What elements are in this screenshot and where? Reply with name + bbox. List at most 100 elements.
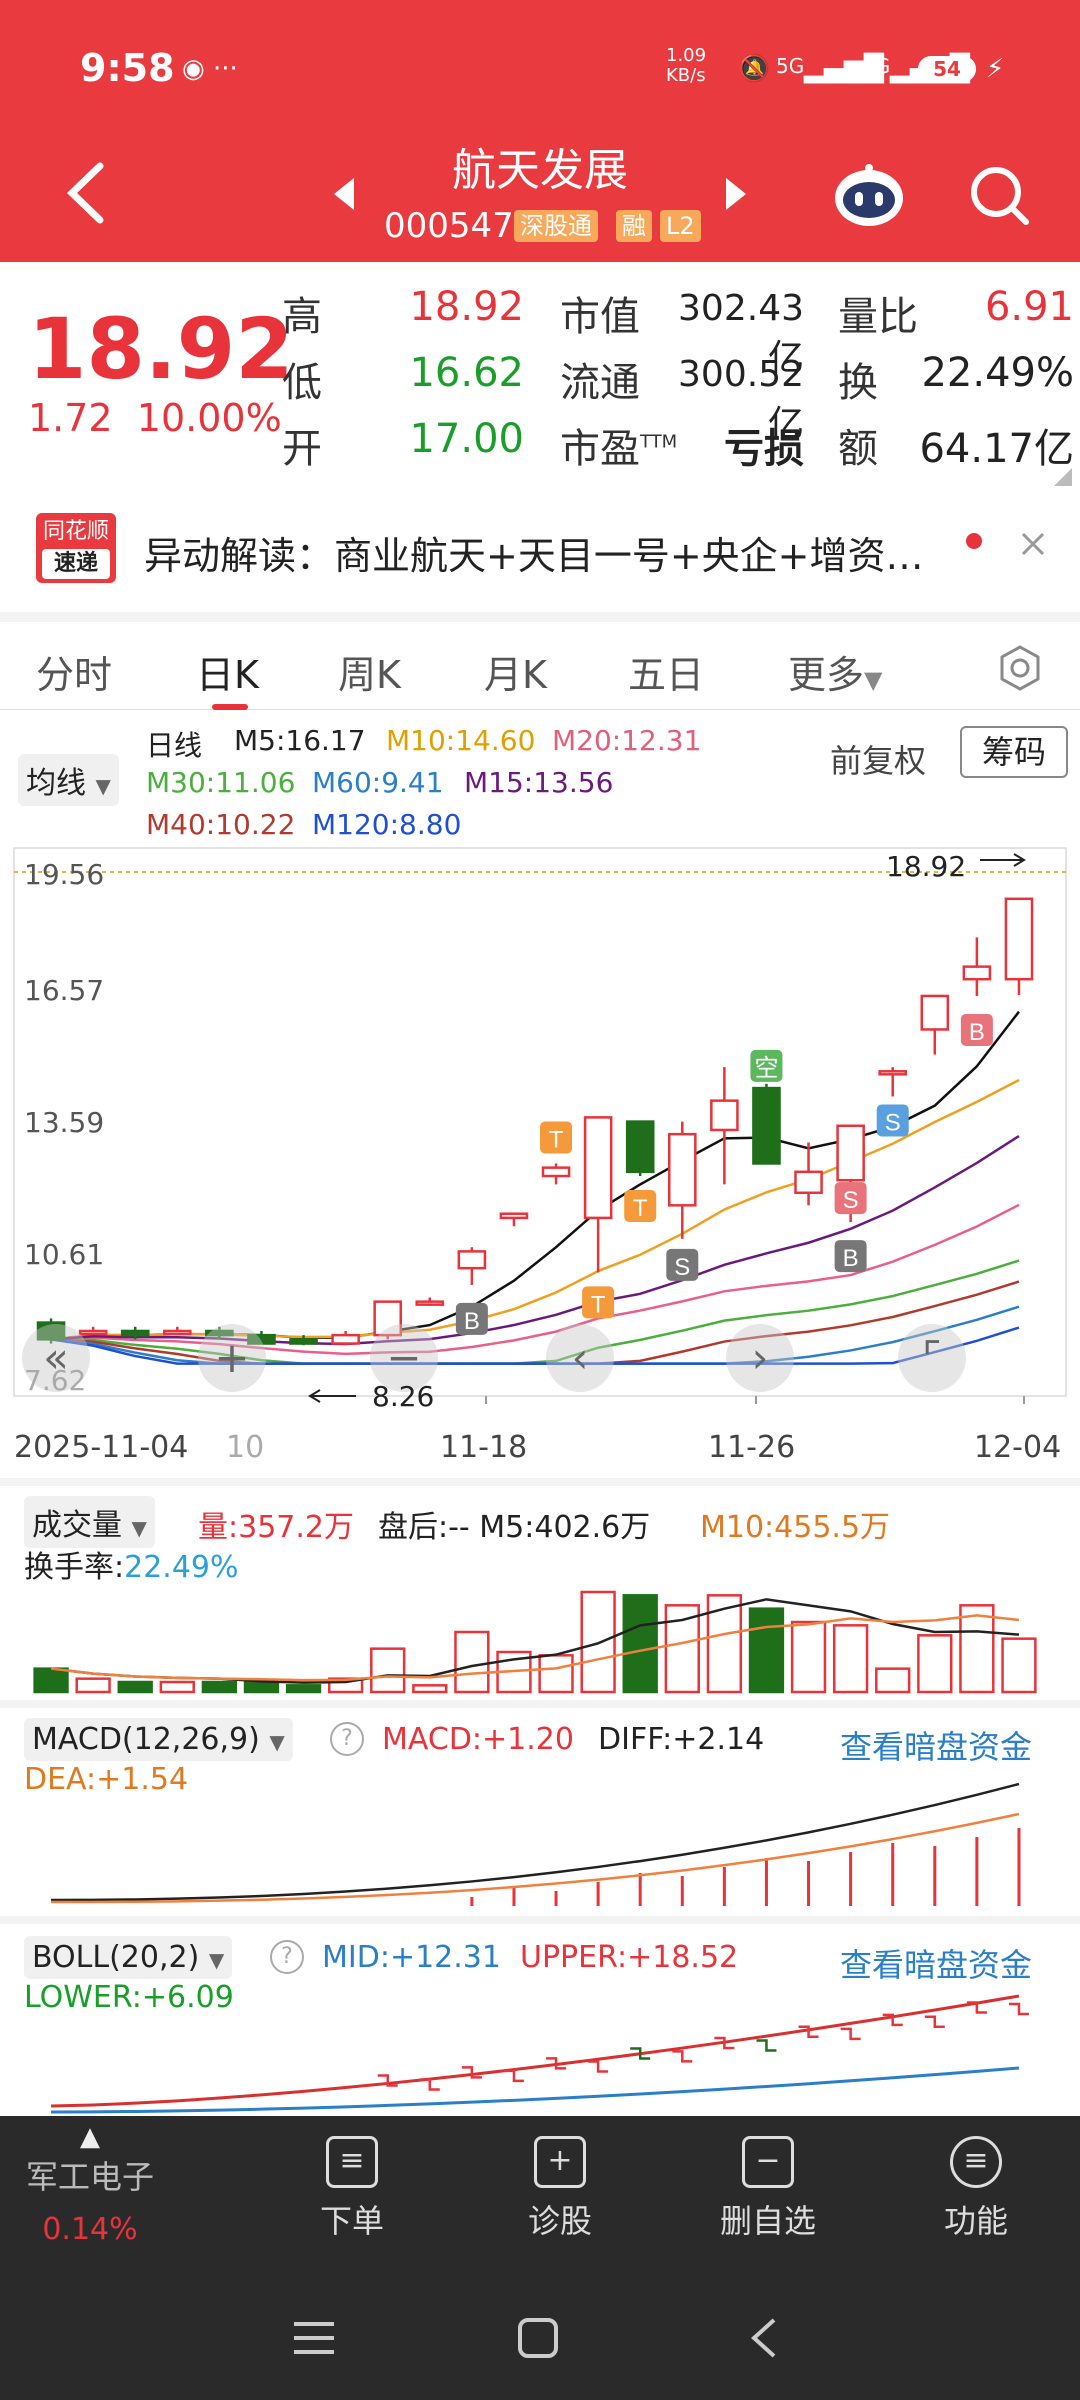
- pan-right-icon: [726, 1324, 794, 1392]
- dark-pool-link[interactable]: 查看暗盘资金: [840, 1728, 1033, 1766]
- float-label: 流通: [560, 360, 640, 406]
- pan-right-icon-glyph: ›: [752, 1333, 769, 1382]
- search-icon[interactable]: [968, 164, 1032, 228]
- volume-bar: [790, 1620, 827, 1694]
- volume-bar: [917, 1634, 953, 1694]
- signal-badge: [666, 1248, 699, 1281]
- candle: [36, 1321, 66, 1341]
- diff-line: [51, 1782, 1020, 1902]
- tab-monthly-k[interactable]: 月K: [484, 653, 547, 697]
- menu-icon[interactable]: [292, 2318, 336, 2358]
- divider: [0, 1478, 1080, 1486]
- boll-candle: [630, 2047, 651, 2060]
- high-label: 高: [282, 294, 322, 340]
- ma5-value: M5:16.17: [234, 724, 366, 757]
- ths-logo: 同花顺 速递: [36, 513, 116, 583]
- boll-candle: [966, 2001, 987, 2014]
- boll-candle: [882, 2013, 903, 2027]
- chips-button[interactable]: 筹码: [960, 726, 1068, 778]
- minus-control-icon-glyph: −: [386, 1333, 421, 1382]
- y-tick-3: 13.59: [24, 1106, 105, 1139]
- signal-label: T: [633, 1195, 648, 1222]
- signal-badge: [582, 1286, 615, 1319]
- system-nav-bar: [0, 2274, 1080, 2400]
- next-stock-icon[interactable]: [722, 174, 750, 214]
- signal-5g-2: 5G: [862, 54, 891, 78]
- home-icon[interactable]: [516, 2316, 560, 2360]
- ma30-value: M30:11.06: [146, 766, 296, 799]
- volume-selector[interactable]: 成交量 ▼: [24, 1496, 155, 1548]
- volume-bar: [159, 1680, 195, 1694]
- dea-value: DEA:+1.54: [24, 1762, 189, 1797]
- order-button[interactable]: ≡ 下单: [262, 2136, 442, 2242]
- tab-weekly-k[interactable]: 周K: [338, 653, 401, 697]
- boll-upper-line: [51, 1994, 1020, 2108]
- candle: [289, 1338, 318, 1345]
- candle: [962, 965, 992, 981]
- news-text[interactable]: 异动解读：商业航天+天目一号+央企+增资…: [144, 534, 924, 578]
- fullscreen-icon: [898, 1324, 966, 1392]
- minus-icon: −: [742, 2136, 794, 2188]
- boll-selector[interactable]: BOLL(20,2) ▼: [24, 1936, 233, 1979]
- adjust-selector[interactable]: 前复权: [830, 742, 927, 780]
- high-value: 18.92: [409, 284, 524, 330]
- expand-corner-icon[interactable]: [1054, 468, 1072, 486]
- sector-button[interactable]: ▲ 军工电子 0.14%: [25, 2122, 154, 2247]
- delete-watchlist-button[interactable]: − 删自选: [678, 2136, 858, 2242]
- macd-selector[interactable]: MACD(12,26,9) ▼: [24, 1718, 293, 1761]
- tab-intraday[interactable]: 分时: [36, 653, 113, 697]
- help-icon[interactable]: ?: [330, 1722, 364, 1756]
- pan-left-icon: [546, 1324, 614, 1392]
- ma5-line: [50, 1010, 1020, 1341]
- divider: [0, 1916, 1080, 1924]
- ma30-line: [51, 1259, 1020, 1365]
- settings-icon[interactable]: [996, 644, 1044, 692]
- news-banner[interactable]: 同花顺 速递 异动解读：商业航天+天目一号+央企+增资…: [0, 495, 1080, 605]
- boll-candle: [672, 2050, 693, 2063]
- bottom-toolbar: ▲ 军工电子 0.14% ≡ 下单 + 诊股 − 删自选 ≡ 功能: [0, 2116, 1080, 2274]
- back-icon[interactable]: [64, 160, 108, 226]
- volume-bar: [370, 1647, 406, 1694]
- boll-lower: LOWER:+6.09: [24, 1980, 234, 2015]
- tab-daily-k[interactable]: 日K: [196, 653, 259, 697]
- vol-ratio-value: 6.91: [984, 284, 1074, 330]
- low-marker: 8.26: [372, 1380, 435, 1413]
- nav-row: 航天发展 000547 深股通 融 L2: [0, 120, 1080, 262]
- candle: [120, 1329, 150, 1337]
- prev-stock-icon[interactable]: [330, 174, 358, 214]
- candle: [920, 994, 950, 1031]
- indicator-selector[interactable]: 均线 ▼: [18, 754, 119, 806]
- tag-margin: 融: [616, 210, 652, 242]
- candle: [752, 1086, 781, 1165]
- volume-bar: [664, 1604, 700, 1694]
- help-icon[interactable]: ?: [270, 1940, 304, 1974]
- amount-value: 64.17亿: [919, 426, 1074, 472]
- candle: [625, 1120, 655, 1174]
- volume-m10: M10:455.5万: [700, 1510, 891, 1545]
- ma60-value: M60:9.41: [312, 766, 444, 799]
- zoom-in-icon-glyph: +: [214, 1333, 249, 1382]
- boll-upper: UPPER:+18.52: [520, 1940, 739, 1975]
- candle: [373, 1300, 403, 1337]
- y-tick-2: 16.57: [24, 974, 105, 1007]
- candle: [1004, 897, 1034, 981]
- close-icon[interactable]: [1020, 531, 1046, 557]
- back-nav-icon[interactable]: [748, 2316, 778, 2360]
- signal-badge: [540, 1121, 573, 1154]
- boll-candle: [1008, 2002, 1029, 2016]
- candle: [78, 1329, 108, 1336]
- boll-mid-line: [51, 2066, 1020, 2114]
- unread-dot-icon: [966, 533, 982, 549]
- boll-candle: [924, 2015, 945, 2029]
- diagnose-button[interactable]: + 诊股: [470, 2136, 650, 2242]
- signal-badge: [750, 1049, 783, 1082]
- kline-chart[interactable]: B T T T S 空 B S S B « + − ‹ › ⌜: [0, 842, 1080, 1422]
- signal-label: S: [885, 1109, 901, 1136]
- robot-assistant-icon[interactable]: [832, 164, 906, 228]
- tab-more[interactable]: 更多▼: [788, 653, 883, 697]
- volume-bar: [412, 1684, 448, 1694]
- tab-five-day[interactable]: 五日: [628, 653, 705, 697]
- signal-label: T: [549, 1126, 564, 1153]
- dark-pool-link-2[interactable]: 查看暗盘资金: [840, 1946, 1033, 1984]
- function-button[interactable]: ≡ 功能: [886, 2136, 1066, 2242]
